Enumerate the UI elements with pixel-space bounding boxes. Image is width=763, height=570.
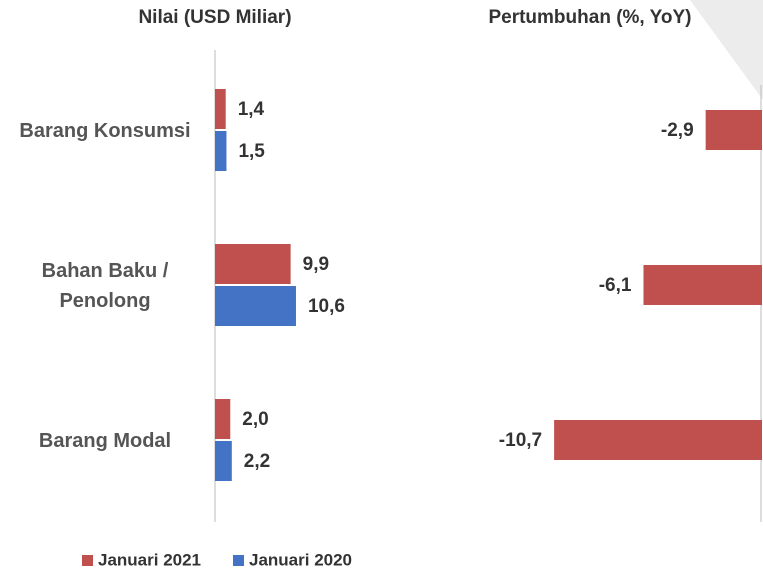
- category-label: Barang Modal: [38, 430, 172, 452]
- category-label: Bahan Baku / Penolong: [41, 260, 169, 312]
- value-label: -10,7: [499, 430, 542, 451]
- bar: [215, 89, 226, 129]
- bar: [215, 441, 232, 481]
- value-label: 1,4: [238, 99, 265, 120]
- category-label: Barang Konsumsi: [19, 120, 191, 142]
- value-label: 10,6: [308, 296, 345, 317]
- value-label: 9,9: [303, 254, 329, 275]
- decor: [690, 0, 763, 100]
- bar: [554, 420, 762, 460]
- value-label: 2,2: [244, 451, 270, 472]
- bar: [215, 131, 227, 171]
- value-label: -2,9: [661, 120, 694, 141]
- chart-title: Pertumbuhan (%, YoY): [488, 7, 691, 28]
- value-label: -6,1: [599, 275, 632, 296]
- bar: [705, 110, 762, 150]
- bar: [215, 399, 231, 439]
- legend-label: Januari 2021: [98, 550, 201, 569]
- legend-swatch: [233, 555, 244, 566]
- legend-swatch: [82, 555, 93, 566]
- bar: [215, 286, 296, 326]
- bar: [643, 265, 762, 305]
- chart-title: Nilai (USD Miliar): [138, 7, 291, 28]
- legend-label: Januari 2020: [249, 550, 352, 569]
- value-label: 1,5: [238, 141, 265, 162]
- value-label: 2,0: [242, 409, 268, 430]
- bar: [215, 244, 291, 284]
